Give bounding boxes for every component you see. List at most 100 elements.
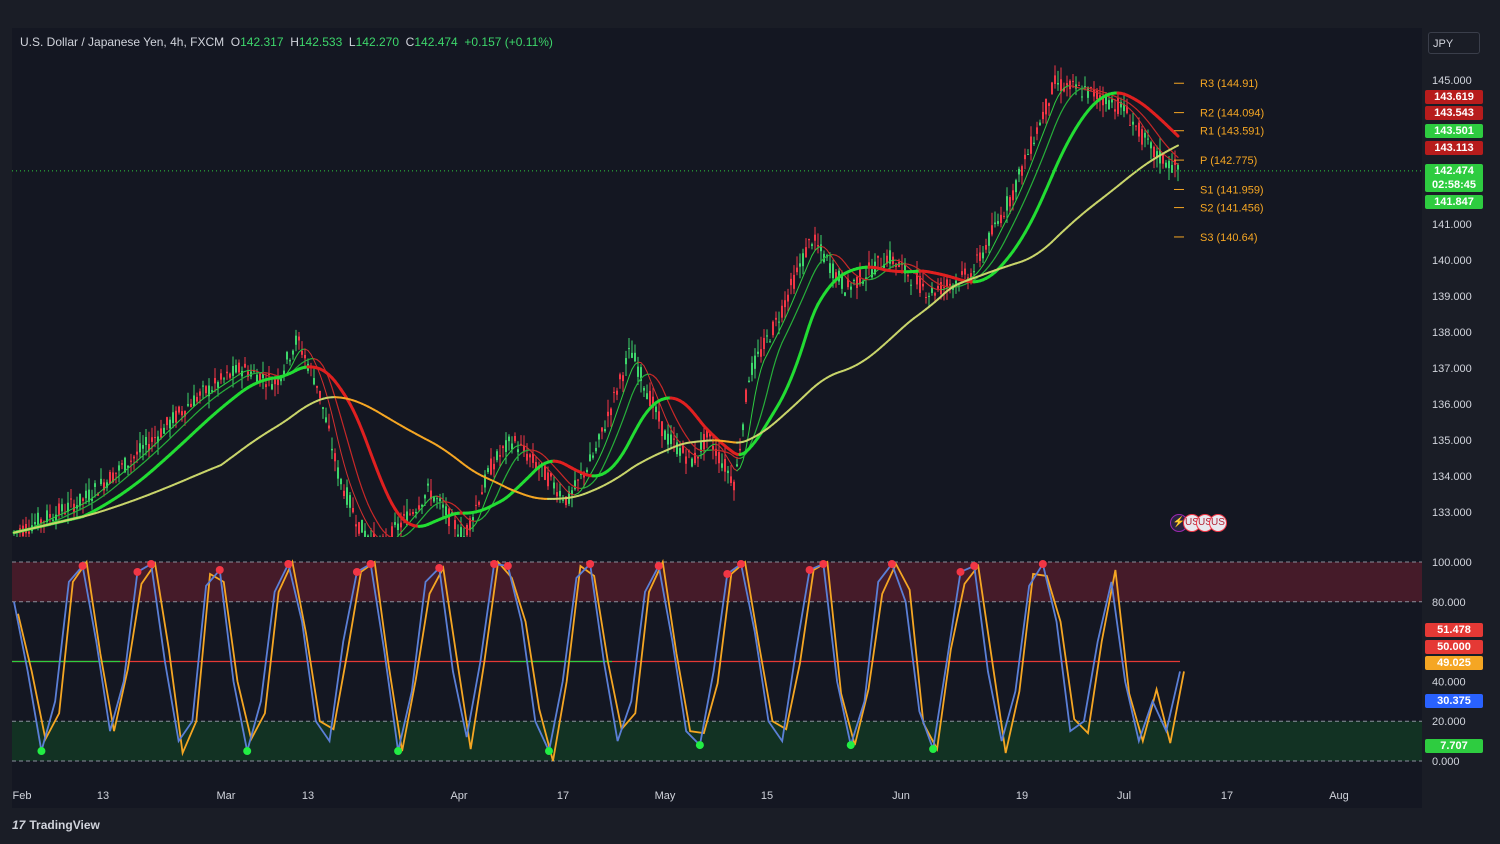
candle-body bbox=[739, 448, 741, 451]
candle-body bbox=[574, 480, 576, 490]
ema-mid-line bbox=[844, 262, 849, 268]
stoch-k-line bbox=[13, 561, 1181, 754]
ema-mid-line bbox=[1057, 112, 1062, 120]
ema-mid-line bbox=[508, 463, 513, 471]
candle-body bbox=[1099, 95, 1101, 100]
ema-mid-line bbox=[679, 425, 684, 432]
ema-fast-line bbox=[805, 261, 810, 270]
ema-mid-line bbox=[346, 438, 351, 450]
candle-body bbox=[430, 490, 432, 500]
ema-fast-line bbox=[796, 283, 801, 292]
ema-mid-line bbox=[1135, 108, 1140, 113]
ema-fast-line bbox=[244, 370, 249, 372]
ema-fast-line bbox=[532, 452, 537, 457]
candle-body bbox=[1081, 96, 1083, 98]
ema-mid-line bbox=[1141, 114, 1146, 119]
candle-body bbox=[658, 411, 660, 422]
ema-mid-line bbox=[1147, 120, 1152, 126]
ema-mid-line bbox=[361, 488, 366, 498]
candle-body bbox=[376, 541, 378, 553]
candle-body bbox=[988, 232, 990, 246]
ema-mid-line bbox=[1132, 105, 1137, 110]
ema-fast-line bbox=[163, 432, 168, 437]
candle-body bbox=[748, 380, 750, 382]
us-flag-icon[interactable]: US bbox=[1209, 514, 1227, 532]
candle-body bbox=[193, 395, 195, 407]
candle-body bbox=[694, 452, 696, 464]
ema-fast-line bbox=[889, 259, 894, 262]
event-badges[interactable]: ⚡ US US US bbox=[1170, 514, 1227, 532]
ema-fast-line bbox=[1171, 159, 1176, 164]
candle-body bbox=[865, 277, 867, 280]
low-label: L bbox=[348, 35, 356, 49]
ema-mid-line bbox=[367, 503, 372, 512]
ema-fast-line bbox=[820, 245, 825, 248]
candle-body bbox=[877, 255, 879, 258]
candle-body bbox=[1069, 80, 1071, 90]
ema-mid-line bbox=[409, 528, 414, 533]
overbought-zone bbox=[12, 562, 1422, 602]
ema-mid-line bbox=[1018, 205, 1023, 213]
ema-fast-line bbox=[664, 415, 669, 424]
candle-body bbox=[256, 374, 258, 384]
sell-signal-dot bbox=[147, 559, 156, 568]
candle-body bbox=[598, 434, 600, 440]
ema-fast-line bbox=[814, 246, 819, 252]
ema-mid-line bbox=[121, 477, 126, 482]
ema-fast-line bbox=[484, 493, 489, 503]
candle-body bbox=[70, 498, 72, 500]
tradingview-logo[interactable]: 17 TradingView bbox=[12, 818, 100, 832]
ema-fast-line bbox=[673, 434, 678, 440]
ema-mid-line bbox=[148, 454, 153, 459]
ema-fast-line bbox=[253, 370, 258, 372]
pivot-label: R1 (143.591) bbox=[1200, 126, 1264, 138]
ema-fast-line bbox=[925, 282, 930, 286]
candle-body bbox=[364, 530, 366, 537]
candle-body bbox=[373, 533, 375, 537]
sell-signal-dot bbox=[490, 559, 499, 568]
candle-body bbox=[337, 467, 339, 479]
ema-fast-line bbox=[880, 264, 885, 269]
ema-fast-line bbox=[334, 426, 339, 441]
candle-body bbox=[928, 295, 930, 297]
currency-button[interactable]: JPY bbox=[1428, 32, 1480, 54]
ema-mid-line bbox=[562, 475, 567, 481]
candle-body bbox=[523, 445, 525, 452]
ema-mid-line bbox=[355, 469, 360, 481]
ema-fast-line bbox=[88, 497, 93, 501]
ema-mid-line bbox=[514, 455, 519, 461]
candle-body bbox=[355, 524, 357, 527]
ema-fast-line bbox=[847, 279, 852, 283]
time-axis-tick: Jun bbox=[892, 790, 910, 802]
ema-mid-line bbox=[814, 265, 819, 272]
ema-mid-line bbox=[682, 430, 687, 437]
sell-signal-dot bbox=[805, 565, 814, 574]
ema-fast-line bbox=[934, 288, 939, 291]
ema-mid-line bbox=[661, 386, 666, 395]
ema-mid-line bbox=[370, 510, 375, 518]
ema-fast-line bbox=[706, 446, 711, 451]
candle-body bbox=[628, 348, 630, 350]
sell-signal-dot bbox=[215, 565, 224, 574]
candle-body bbox=[652, 396, 654, 408]
ema-fast-line bbox=[220, 384, 225, 388]
ema-mid-line bbox=[142, 460, 147, 464]
candle-body bbox=[244, 363, 246, 368]
candle-body bbox=[733, 481, 735, 491]
ema-fast-line bbox=[1069, 85, 1074, 87]
ema-fast-line bbox=[76, 504, 81, 508]
candle-body bbox=[199, 391, 201, 396]
candle-body bbox=[979, 252, 981, 261]
ema-fast-line bbox=[601, 444, 606, 453]
candle-body bbox=[478, 501, 480, 505]
candle-body bbox=[169, 419, 171, 429]
candle-body bbox=[1162, 154, 1164, 164]
chart-area[interactable] bbox=[12, 28, 1422, 808]
candle-body bbox=[730, 476, 732, 483]
ema-fast-line bbox=[1057, 91, 1062, 97]
candle-body bbox=[634, 352, 636, 362]
ema-fast-line bbox=[1087, 89, 1092, 92]
ema-mid-line bbox=[1033, 171, 1038, 180]
ema-mid-line bbox=[994, 252, 999, 259]
ema-mid-line bbox=[127, 472, 132, 477]
